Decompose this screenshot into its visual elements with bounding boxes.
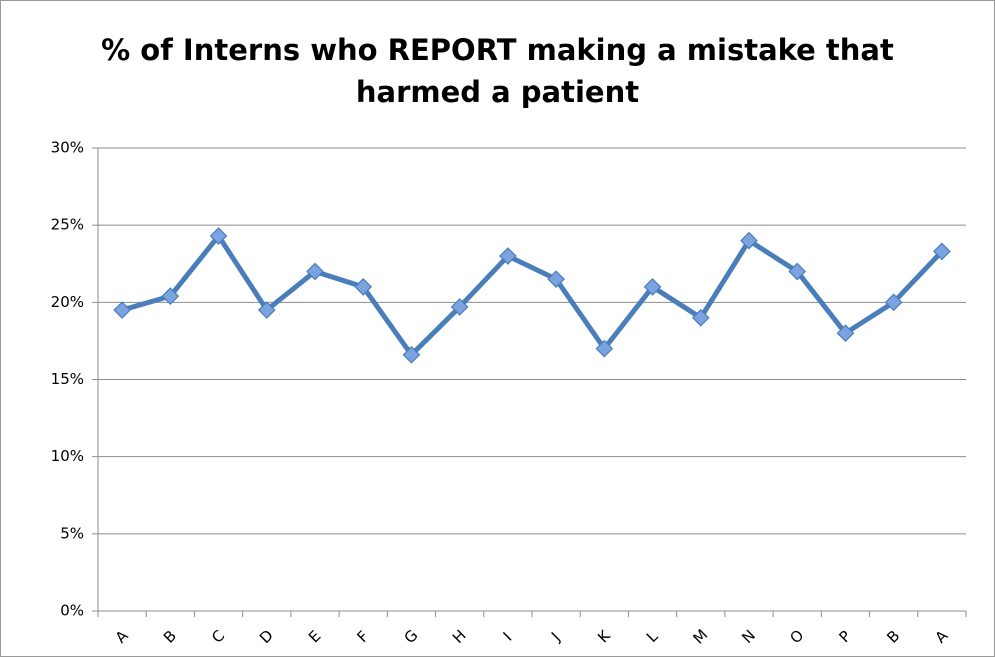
line	[121, 233, 944, 358]
x-tick-label: D	[256, 626, 277, 647]
x-tick-label: A	[932, 626, 953, 647]
y-tick-label: 10%	[51, 447, 84, 465]
x-tick-label: L	[643, 627, 662, 646]
x-tick-label: N	[738, 626, 759, 647]
x-tick-label: B	[883, 627, 903, 647]
x-tick-label: F	[353, 627, 372, 646]
x-tick-label: M	[689, 626, 711, 648]
marker	[836, 324, 855, 343]
x-tick-label: O	[786, 626, 807, 647]
x-tick-label: E	[305, 627, 324, 646]
marker	[450, 298, 469, 316]
marker	[884, 293, 903, 312]
x-tick-label: A	[112, 626, 133, 647]
y-tick-label: 15%	[51, 370, 84, 388]
x-tick-label: J	[547, 629, 564, 646]
x-tick-label: G	[401, 626, 422, 647]
marker	[595, 339, 614, 358]
marker	[209, 227, 228, 245]
marker	[933, 242, 951, 261]
x-tick-label: P	[836, 627, 855, 646]
y-tick-label: 5%	[60, 524, 84, 542]
y-tick-label: 25%	[51, 216, 84, 234]
x-tick-label: I	[500, 629, 516, 645]
marker	[161, 287, 180, 306]
marker	[354, 278, 373, 296]
marker	[740, 231, 758, 250]
x-tick-label: B	[160, 627, 180, 647]
marker	[691, 308, 710, 327]
marker	[788, 262, 807, 281]
marker	[257, 301, 276, 319]
marker	[643, 278, 662, 296]
y-tick-label: 20%	[51, 293, 84, 311]
x-tick-label: C	[208, 627, 228, 647]
marker	[306, 262, 324, 281]
x-tick-label: H	[449, 626, 470, 647]
y-tick-label: 30%	[51, 139, 84, 157]
y-tick-label: 0%	[60, 602, 84, 620]
x-tick-label: K	[594, 626, 615, 647]
marker	[499, 247, 517, 265]
marker	[113, 301, 131, 319]
marker	[402, 345, 421, 364]
marker	[547, 270, 565, 289]
chart-title: % of Interns who REPORT making a mistake…	[101, 33, 894, 109]
